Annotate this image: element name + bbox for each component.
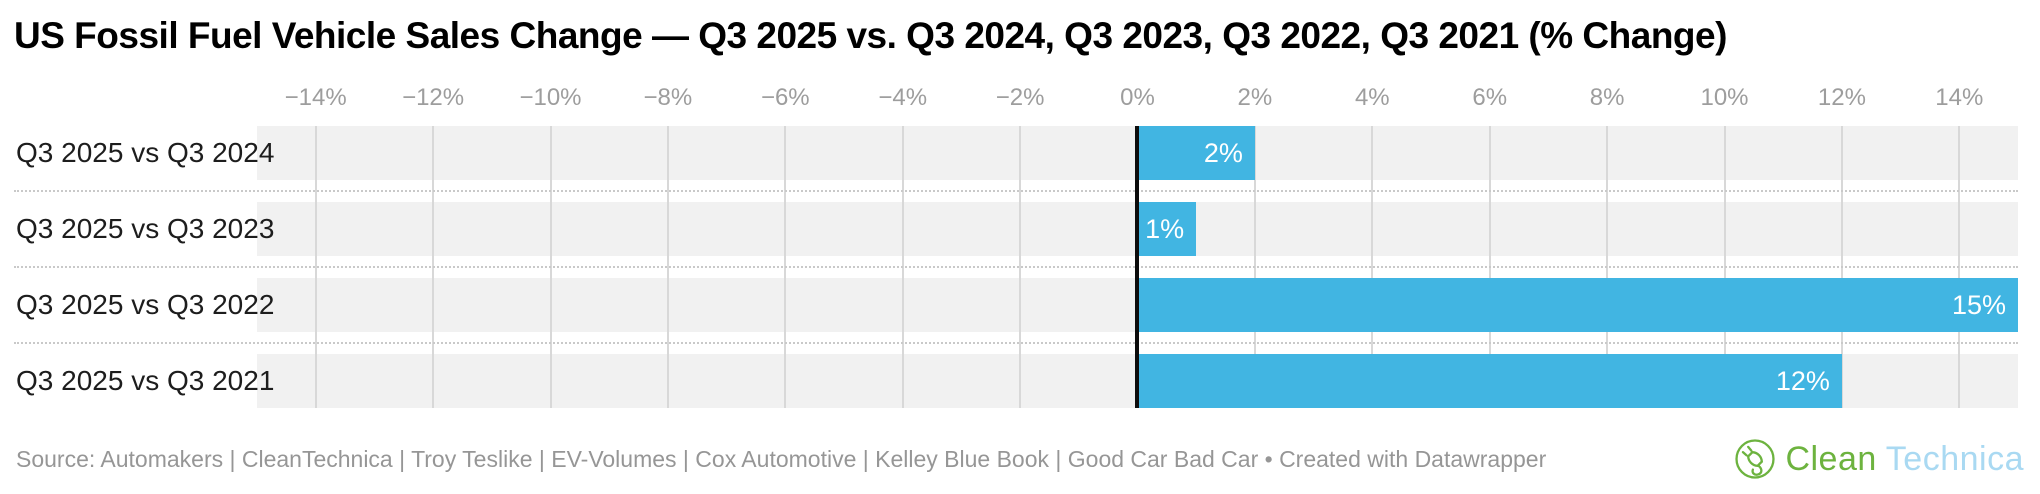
x-tick-label: 2% — [1237, 84, 1273, 111]
bar-value-label: 1% — [1145, 214, 1185, 244]
x-tick-label: −14% — [284, 84, 347, 111]
x-tick-label: −10% — [519, 84, 582, 111]
x-tick-label: 6% — [1472, 84, 1508, 111]
x-tick-label: −4% — [878, 84, 928, 111]
cleantechnica-plug-icon — [1735, 439, 1776, 479]
logo-text-technica: Technica — [1885, 440, 2024, 478]
row-label: Q3 2025 vs Q3 2023 — [16, 213, 275, 244]
row-separator — [14, 266, 2018, 268]
row-label: Q3 2025 vs Q3 2021 — [16, 365, 275, 396]
cleantechnica-logo[interactable]: Clean Technica — [1734, 436, 2024, 482]
bar[interactable]: 1% — [1137, 202, 1197, 256]
bar[interactable]: 2% — [1137, 126, 1255, 180]
x-tick-label: −12% — [402, 84, 465, 111]
footer: Source: Automakers | CleanTechnica | Tro… — [16, 446, 1546, 473]
row-separator — [14, 342, 2018, 344]
zero-line — [1134, 126, 1139, 408]
x-tick-label: 12% — [1817, 84, 1866, 111]
bar-value-label: 15% — [1951, 290, 2006, 320]
x-tick-label: 10% — [1700, 84, 1749, 111]
x-tick-label: 14% — [1935, 84, 1984, 111]
bar-value-label: 12% — [1775, 366, 1830, 396]
bar-value-label: 2% — [1203, 138, 1243, 168]
x-tick-label: 8% — [1589, 84, 1625, 111]
x-tick-label: 4% — [1354, 84, 1390, 111]
row-label: Q3 2025 vs Q3 2024 — [16, 137, 275, 168]
row-separator — [14, 190, 2018, 192]
x-tick-label: −2% — [995, 84, 1045, 111]
bar[interactable]: 15% — [1137, 278, 2018, 332]
bar[interactable]: 12% — [1137, 354, 1842, 408]
chart-title: US Fossil Fuel Vehicle Sales Change — Q3… — [14, 15, 1727, 56]
x-tick-label: −8% — [643, 84, 693, 111]
source-text: Source: Automakers | CleanTechnica | Tro… — [16, 446, 1547, 472]
x-tick-label: 0% — [1120, 84, 1155, 111]
row-label: Q3 2025 vs Q3 2022 — [16, 289, 275, 320]
logo-text-clean: Clean — [1785, 440, 1877, 478]
x-tick-label: −6% — [760, 84, 810, 111]
